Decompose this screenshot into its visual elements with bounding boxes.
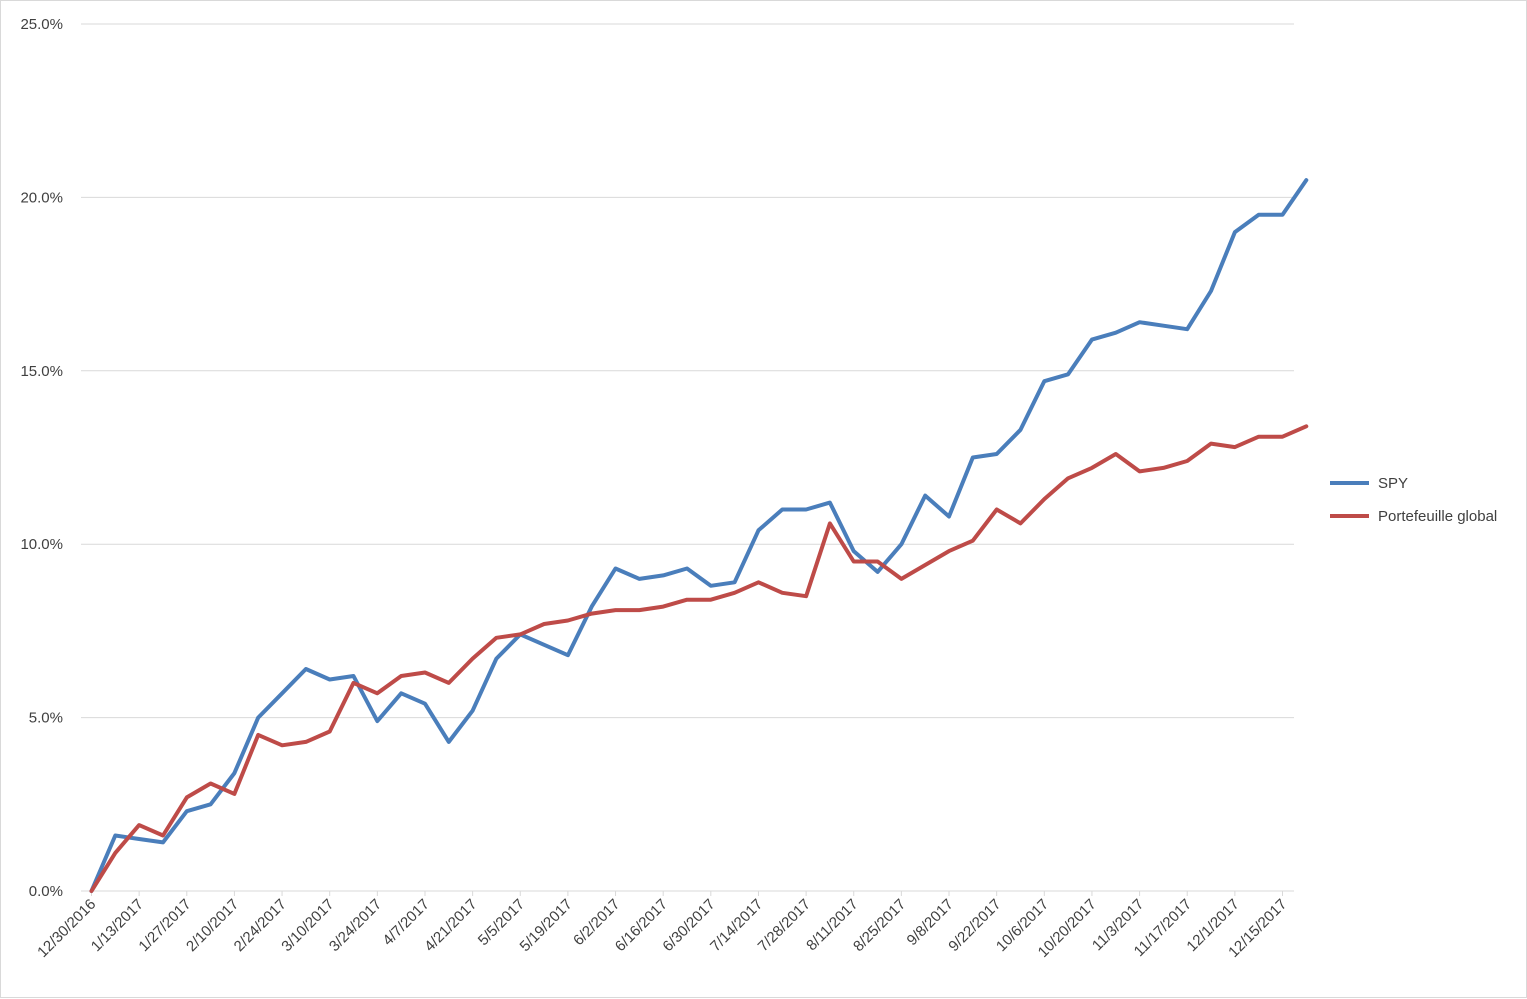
x-tick-label: 7/28/2017: [755, 896, 814, 955]
x-tick-label: 3/24/2017: [326, 896, 385, 955]
y-tick-label: 0.0%: [29, 883, 63, 900]
y-tick-label: 10.0%: [20, 536, 63, 553]
y-tick-label: 25.0%: [20, 16, 63, 33]
legend: SPY Portefeuille global: [1330, 475, 1497, 525]
series-line-spy: [89, 178, 1309, 893]
y-tick-label: 5.0%: [29, 710, 63, 727]
axes: 0.0%5.0%10.0%15.0%20.0%25.0%12/30/20161/…: [20, 16, 1290, 961]
y-tick-label: 20.0%: [20, 189, 63, 206]
x-tick-label: 8/25/2017: [850, 896, 909, 955]
x-tick-label: 12/30/2016: [34, 896, 99, 961]
legend-label: Portefeuille global: [1378, 508, 1497, 525]
x-tick-label: 5/19/2017: [517, 896, 576, 955]
series-lines: [89, 178, 1309, 893]
x-tick-label: 4/21/2017: [421, 896, 480, 955]
y-tick-label: 15.0%: [20, 363, 63, 380]
series-line-portefeuille-global: [89, 424, 1309, 893]
legend-label: SPY: [1378, 475, 1408, 492]
